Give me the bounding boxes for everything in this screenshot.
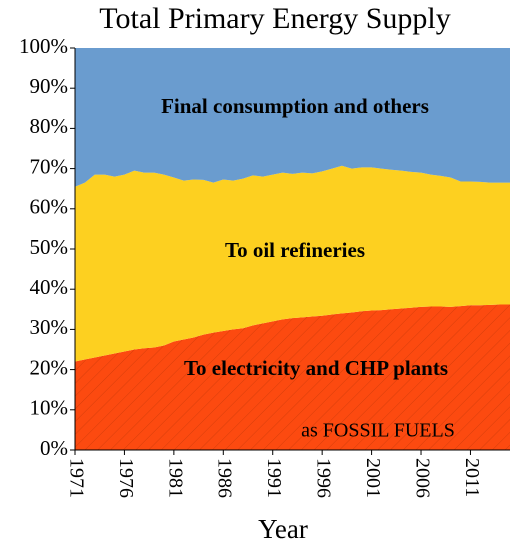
series-label: To oil refineries bbox=[225, 238, 365, 262]
x-axis-label: Year bbox=[258, 514, 308, 544]
y-tick-label: 90% bbox=[30, 74, 69, 98]
y-tick-label: 40% bbox=[30, 275, 69, 299]
x-tick-label: 1981 bbox=[164, 458, 186, 498]
x-tick-label: 1986 bbox=[214, 458, 236, 498]
annotation: as FOSSIL FUELS bbox=[301, 420, 455, 442]
x-tick-label: 1971 bbox=[65, 458, 87, 498]
x-tick-label: 1996 bbox=[313, 458, 335, 498]
x-tick-label: 2011 bbox=[461, 458, 483, 497]
y-tick-label: 80% bbox=[30, 114, 69, 138]
chart-title: Total Primary Energy Supply bbox=[99, 2, 450, 35]
y-tick-label: 100% bbox=[19, 34, 68, 58]
x-tick-label: 2001 bbox=[362, 458, 384, 498]
y-tick-label: 70% bbox=[30, 154, 69, 178]
y-tick-label: 30% bbox=[30, 315, 69, 339]
y-tick-label: 0% bbox=[40, 436, 68, 460]
series-label: To electricity and CHP plants bbox=[184, 356, 448, 380]
area bbox=[75, 165, 510, 362]
y-tick-label: 20% bbox=[30, 355, 69, 379]
y-tick-label: 60% bbox=[30, 195, 69, 219]
series-label: Final consumption and others bbox=[161, 94, 429, 118]
x-tick-label: 1991 bbox=[263, 458, 285, 498]
y-tick-label: 10% bbox=[30, 396, 69, 420]
x-tick-label: 1976 bbox=[115, 458, 137, 498]
area-hatch bbox=[75, 304, 510, 450]
x-tick-label: 2006 bbox=[411, 458, 433, 498]
y-tick-label: 50% bbox=[30, 235, 69, 259]
area bbox=[75, 48, 510, 187]
